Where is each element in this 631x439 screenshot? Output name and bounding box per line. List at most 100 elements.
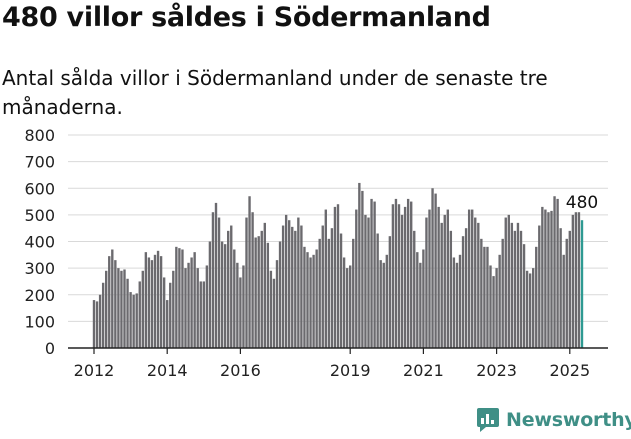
- x-tick-label: 2016: [220, 361, 261, 380]
- bar: [388, 236, 392, 348]
- bar: [397, 204, 401, 348]
- bar: [355, 209, 358, 348]
- bar: [477, 222, 480, 348]
- y-tick-label: 200: [24, 286, 55, 305]
- bar: [568, 230, 571, 348]
- bar: [123, 269, 126, 348]
- bar: [236, 262, 239, 348]
- bar: [367, 217, 370, 348]
- bar: [544, 209, 547, 348]
- bar: [562, 254, 565, 348]
- bar: [422, 249, 425, 348]
- bar: [428, 209, 431, 348]
- bar: [522, 244, 526, 348]
- bar: [220, 241, 224, 348]
- bar: [376, 233, 379, 348]
- bar: [361, 190, 364, 348]
- bar: [498, 254, 501, 348]
- bar: [342, 257, 346, 348]
- bar: [410, 201, 413, 348]
- bar: [230, 225, 233, 348]
- x-tick-label: 2021: [403, 361, 444, 380]
- bar: [550, 210, 553, 348]
- highlighted-bar: [580, 220, 584, 348]
- y-tick-label: 300: [24, 259, 55, 278]
- bar: [309, 257, 312, 348]
- bar: [205, 265, 209, 348]
- bar: [425, 217, 428, 348]
- bar: [467, 209, 471, 348]
- bar: [98, 294, 102, 348]
- bar: [144, 252, 148, 348]
- bar: [263, 222, 266, 348]
- bar: [364, 214, 367, 348]
- bar: [406, 198, 410, 348]
- bar: [489, 265, 492, 348]
- bar: [214, 202, 218, 348]
- bar: [248, 196, 251, 348]
- bar: [187, 262, 190, 348]
- y-tick-label: 100: [24, 312, 55, 331]
- bar: [303, 246, 306, 348]
- bar: [172, 270, 175, 348]
- bar: [458, 254, 462, 348]
- bar: [132, 294, 135, 348]
- bar: [327, 238, 331, 348]
- bar: [336, 204, 340, 348]
- y-tick-label: 700: [24, 153, 55, 172]
- bar: [275, 260, 279, 348]
- bar: [504, 217, 507, 348]
- bar: [239, 277, 242, 348]
- bar: [166, 300, 169, 348]
- y-tick-label: 600: [24, 179, 55, 198]
- bar: [452, 257, 456, 348]
- bar: [169, 282, 172, 348]
- bar: [208, 241, 212, 348]
- bar: [196, 268, 199, 348]
- bar: [492, 276, 495, 348]
- x-tick-label: 2025: [549, 361, 590, 380]
- bar: [162, 277, 166, 348]
- bar: [349, 265, 352, 348]
- bar: [199, 281, 202, 348]
- bar: [541, 206, 544, 348]
- bar: [449, 230, 453, 348]
- bar: [105, 270, 108, 348]
- bar: [254, 237, 257, 348]
- bar: [370, 198, 373, 348]
- chart-subtitle: Antal sålda villor i Södermanland under …: [2, 66, 548, 119]
- bar: [461, 236, 465, 348]
- bar: [382, 262, 385, 348]
- bar: [446, 209, 449, 348]
- bar: [501, 238, 504, 348]
- bar: [315, 249, 318, 348]
- bar: [193, 252, 196, 348]
- bar: [535, 246, 538, 348]
- bar: [306, 252, 309, 348]
- bar: [571, 214, 575, 348]
- bar: [510, 222, 514, 348]
- bar: [486, 246, 489, 348]
- bar: [300, 225, 303, 348]
- bar: [117, 268, 120, 348]
- bar: [184, 268, 187, 348]
- bar: [528, 273, 532, 348]
- bar: [242, 265, 245, 348]
- bar: [565, 238, 568, 348]
- bar: [95, 301, 99, 348]
- bar: [202, 281, 205, 348]
- bar: [413, 230, 416, 348]
- bar: [92, 300, 96, 348]
- y-tick-label: 800: [24, 126, 55, 145]
- brand-logo: Newsworthy: [476, 407, 631, 433]
- bar: [291, 226, 294, 348]
- bar: [474, 217, 477, 348]
- bar: [556, 198, 559, 348]
- bar: [437, 206, 440, 348]
- bar: [175, 246, 178, 348]
- bar: [281, 225, 285, 348]
- bar: [434, 193, 437, 348]
- bar: [345, 268, 349, 348]
- bar: [294, 230, 297, 348]
